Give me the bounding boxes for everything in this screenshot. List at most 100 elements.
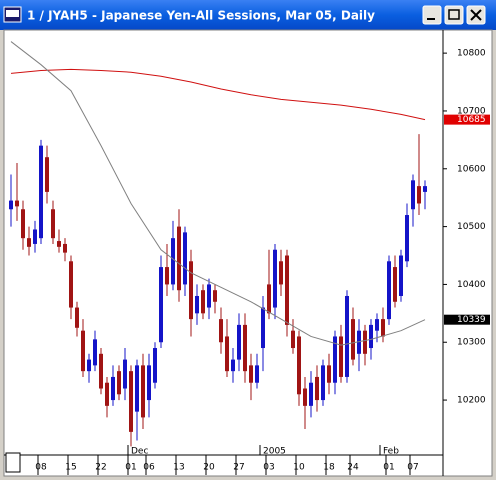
x-tick-label: 27 <box>233 463 244 473</box>
candle-body <box>315 376 319 401</box>
window-title: 1 / JYAH5 - Japanese Yen-All Sessions, M… <box>27 9 375 23</box>
candle-body <box>219 319 223 343</box>
x-tick-label: 18 <box>323 463 335 473</box>
candle-body <box>123 359 127 389</box>
candle-body <box>129 371 133 432</box>
month-label: Dec <box>131 447 148 457</box>
candle-body <box>147 365 151 401</box>
candle-body <box>153 348 157 383</box>
candle-body <box>201 290 205 314</box>
candle-body <box>39 145 43 239</box>
y-tick-label: 10300 <box>457 338 486 348</box>
candle-body <box>171 238 175 285</box>
close-button[interactable] <box>466 5 486 25</box>
x-tick-label: 01 <box>125 463 136 473</box>
y-tick-label: 10500 <box>457 222 486 232</box>
month-label: Feb <box>383 447 399 457</box>
moving-average-line <box>10 41 426 346</box>
candle-body <box>273 249 277 308</box>
candle-body <box>15 200 19 207</box>
candle-body <box>411 180 415 210</box>
candle-body <box>423 186 427 192</box>
last-value-label: 10685 <box>457 115 486 125</box>
candle-body <box>135 365 139 412</box>
candle-body <box>189 261 193 320</box>
candle-body <box>261 307 265 349</box>
candle-body <box>105 382 109 406</box>
candle-body <box>243 324 247 372</box>
candle-body <box>387 261 391 320</box>
candle-body <box>75 307 79 328</box>
candle-body <box>375 319 379 331</box>
candle-body <box>417 186 421 204</box>
candle-body <box>345 295 349 377</box>
candle-body <box>363 330 367 354</box>
candle-body <box>339 336 343 377</box>
candle-body <box>297 336 301 395</box>
month-label: 2005 <box>263 447 286 457</box>
x-tick-label: 20 <box>203 463 215 473</box>
candle-body <box>405 215 409 262</box>
candle-body <box>165 267 169 285</box>
candle-body <box>93 339 97 366</box>
last-value-box <box>444 314 490 325</box>
candle-body <box>51 209 55 239</box>
x-tick-label: 06 <box>143 463 155 473</box>
candle-body <box>111 376 115 401</box>
last-value-box <box>444 114 490 125</box>
candle-body <box>309 382 313 406</box>
candle-body <box>195 295 199 314</box>
candle-body <box>255 365 259 383</box>
x-tick-label: 24 <box>347 463 359 473</box>
title-bar <box>0 0 496 30</box>
candle-body <box>285 255 289 325</box>
y-tick-label: 10200 <box>457 396 486 406</box>
x-tick-label: 13 <box>173 463 184 473</box>
candle-body <box>207 284 211 308</box>
candle-body <box>231 359 235 372</box>
candle-body <box>369 324 373 349</box>
candle-body <box>393 267 397 302</box>
maximize-button[interactable] <box>444 5 464 25</box>
candle-body <box>183 232 187 285</box>
candle-body <box>159 267 163 343</box>
y-tick-label: 10800 <box>457 49 486 59</box>
candle-body <box>69 261 73 308</box>
x-tick-label: 22 <box>95 463 106 473</box>
x-tick-label: 08 <box>35 463 47 473</box>
candle-body <box>333 336 337 383</box>
chart-area <box>3 29 493 477</box>
y-tick-label: 10400 <box>457 280 486 290</box>
candle-body <box>381 319 385 337</box>
candle-body <box>57 241 61 247</box>
candle-body <box>27 238 31 247</box>
candle-body <box>321 365 325 401</box>
app-icon <box>3 6 22 23</box>
candle-body <box>177 226 181 291</box>
candle-body <box>21 209 25 239</box>
candle-body <box>351 319 355 360</box>
candle-body <box>267 284 271 314</box>
x-tick-label: 03 <box>263 463 274 473</box>
candle-body <box>279 261 283 285</box>
candle-body <box>45 157 49 192</box>
x-tick-label: 07 <box>407 463 418 473</box>
minimize-button[interactable] <box>422 5 442 25</box>
candle-body <box>87 359 91 372</box>
moving-average-line <box>10 68 426 121</box>
y-tick-label: 10600 <box>457 164 486 174</box>
candle-body <box>141 365 145 418</box>
candle-body <box>399 255 403 296</box>
x-tick-label: 10 <box>293 463 305 473</box>
candle-body <box>99 353 103 389</box>
candle-body <box>33 229 37 244</box>
x-tick-label: 01 <box>383 463 394 473</box>
candle-body <box>225 336 229 372</box>
candle-body <box>213 290 217 302</box>
candle-body <box>291 330 295 349</box>
corner-box[interactable] <box>5 452 21 473</box>
candle-body <box>81 330 85 372</box>
candle-body <box>357 330 361 354</box>
